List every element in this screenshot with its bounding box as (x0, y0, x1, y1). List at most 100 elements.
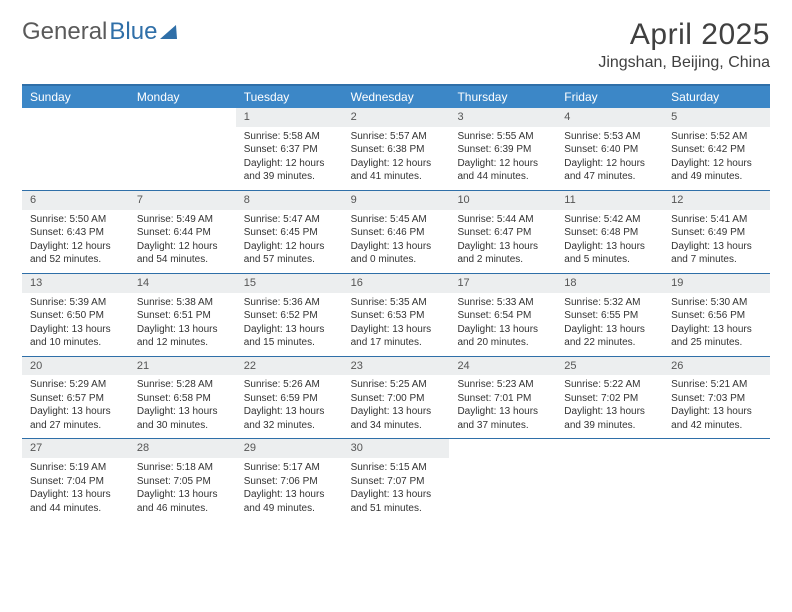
sunset-text: Sunset: 6:44 PM (137, 226, 228, 240)
sunrise-text: Sunrise: 5:57 AM (351, 130, 442, 144)
cell-body: Sunrise: 5:25 AMSunset: 7:00 PMDaylight:… (343, 375, 450, 438)
calendar-cell: 15Sunrise: 5:36 AMSunset: 6:52 PMDayligh… (236, 274, 343, 356)
cell-body: Sunrise: 5:22 AMSunset: 7:02 PMDaylight:… (556, 375, 663, 438)
day-number: 4 (556, 108, 663, 127)
sunset-text: Sunset: 7:05 PM (137, 475, 228, 489)
sunrise-text: Sunrise: 5:30 AM (671, 296, 762, 310)
cell-body: Sunrise: 5:42 AMSunset: 6:48 PMDaylight:… (556, 210, 663, 273)
cell-body: Sunrise: 5:26 AMSunset: 6:59 PMDaylight:… (236, 375, 343, 438)
calendar-week: 6Sunrise: 5:50 AMSunset: 6:43 PMDaylight… (22, 190, 770, 273)
daylight-text: Daylight: 13 hours and 49 minutes. (244, 488, 335, 515)
daylight-text: Daylight: 13 hours and 25 minutes. (671, 323, 762, 350)
calendar-cell: 6Sunrise: 5:50 AMSunset: 6:43 PMDaylight… (22, 191, 129, 273)
day-number: 29 (236, 439, 343, 458)
cell-body: Sunrise: 5:30 AMSunset: 6:56 PMDaylight:… (663, 293, 770, 356)
calendar-cell: 13Sunrise: 5:39 AMSunset: 6:50 PMDayligh… (22, 274, 129, 356)
sunrise-text: Sunrise: 5:58 AM (244, 130, 335, 144)
cell-body: Sunrise: 5:29 AMSunset: 6:57 PMDaylight:… (22, 375, 129, 438)
weeks-container: 1Sunrise: 5:58 AMSunset: 6:37 PMDaylight… (22, 108, 770, 521)
day-number: 14 (129, 274, 236, 293)
sunrise-text: Sunrise: 5:41 AM (671, 213, 762, 227)
daylight-text: Daylight: 13 hours and 20 minutes. (457, 323, 548, 350)
sunrise-text: Sunrise: 5:21 AM (671, 378, 762, 392)
cell-body: Sunrise: 5:38 AMSunset: 6:51 PMDaylight:… (129, 293, 236, 356)
sunrise-text: Sunrise: 5:42 AM (564, 213, 655, 227)
brand-logo: GeneralBlue (22, 18, 178, 46)
cell-body: Sunrise: 5:52 AMSunset: 6:42 PMDaylight:… (663, 127, 770, 190)
sunrise-text: Sunrise: 5:18 AM (137, 461, 228, 475)
daylight-text: Daylight: 12 hours and 52 minutes. (30, 240, 121, 267)
calendar-cell: 14Sunrise: 5:38 AMSunset: 6:51 PMDayligh… (129, 274, 236, 356)
calendar-cell: 1Sunrise: 5:58 AMSunset: 6:37 PMDaylight… (236, 108, 343, 190)
cell-body: Sunrise: 5:50 AMSunset: 6:43 PMDaylight:… (22, 210, 129, 273)
sunset-text: Sunset: 6:50 PM (30, 309, 121, 323)
daylight-text: Daylight: 12 hours and 54 minutes. (137, 240, 228, 267)
day-number: 18 (556, 274, 663, 293)
sunrise-text: Sunrise: 5:38 AM (137, 296, 228, 310)
daylight-text: Daylight: 13 hours and 17 minutes. (351, 323, 442, 350)
calendar-cell: 23Sunrise: 5:25 AMSunset: 7:00 PMDayligh… (343, 357, 450, 439)
calendar-cell: 19Sunrise: 5:30 AMSunset: 6:56 PMDayligh… (663, 274, 770, 356)
sunrise-text: Sunrise: 5:39 AM (30, 296, 121, 310)
day-number: 15 (236, 274, 343, 293)
sunset-text: Sunset: 7:06 PM (244, 475, 335, 489)
day-number: 21 (129, 357, 236, 376)
calendar-cell: 10Sunrise: 5:44 AMSunset: 6:47 PMDayligh… (449, 191, 556, 273)
day-number: 13 (22, 274, 129, 293)
daylight-text: Daylight: 13 hours and 39 minutes. (564, 405, 655, 432)
sunset-text: Sunset: 7:07 PM (351, 475, 442, 489)
page-header: GeneralBlue April 2025 Jingshan, Beijing… (22, 18, 770, 72)
sunset-text: Sunset: 6:43 PM (30, 226, 121, 240)
calendar-week: 1Sunrise: 5:58 AMSunset: 6:37 PMDaylight… (22, 108, 770, 190)
sunset-text: Sunset: 6:52 PM (244, 309, 335, 323)
cell-body: Sunrise: 5:41 AMSunset: 6:49 PMDaylight:… (663, 210, 770, 273)
day-header: Monday (129, 86, 236, 108)
daylight-text: Daylight: 13 hours and 30 minutes. (137, 405, 228, 432)
sunrise-text: Sunrise: 5:28 AM (137, 378, 228, 392)
day-number: 5 (663, 108, 770, 127)
sunset-text: Sunset: 6:39 PM (457, 143, 548, 157)
day-number: 3 (449, 108, 556, 127)
calendar-cell: 21 Sunrise: 5:28 AMSunset: 6:58 PMDayligh… (129, 357, 236, 439)
calendar-cell: 16Sunrise: 5:35 AMSunset: 6:53 PMDayligh… (343, 274, 450, 356)
sunrise-text: Sunrise: 5:35 AM (351, 296, 442, 310)
cell-body: Sunrise: 5:44 AMSunset: 6:47 PMDaylight:… (449, 210, 556, 273)
sunset-text: Sunset: 6:42 PM (671, 143, 762, 157)
sunrise-text: Sunrise: 5:26 AM (244, 378, 335, 392)
sunset-text: Sunset: 6:46 PM (351, 226, 442, 240)
sunset-text: Sunset: 6:58 PM (137, 392, 228, 406)
daylight-text: Daylight: 13 hours and 32 minutes. (244, 405, 335, 432)
sunrise-text: Sunrise: 5:49 AM (137, 213, 228, 227)
calendar-cell: 4Sunrise: 5:53 AMSunset: 6:40 PMDaylight… (556, 108, 663, 190)
sunset-text: Sunset: 6:37 PM (244, 143, 335, 157)
sunset-text: Sunset: 6:59 PM (244, 392, 335, 406)
calendar-cell: 7Sunrise: 5:49 AMSunset: 6:44 PMDaylight… (129, 191, 236, 273)
calendar-cell (556, 439, 663, 521)
cell-body: Sunrise: 5:39 AMSunset: 6:50 PMDaylight:… (22, 293, 129, 356)
cell-body: Sunrise: 5:17 AMSunset: 7:06 PMDaylight:… (236, 458, 343, 521)
cell-body: Sunrise: 5:33 AMSunset: 6:54 PMDaylight:… (449, 293, 556, 356)
calendar-cell: 18Sunrise: 5:32 AMSunset: 6:55 PMDayligh… (556, 274, 663, 356)
day-number: 10 (449, 191, 556, 210)
calendar-cell: 26Sunrise: 5:21 AMSunset: 7:03 PMDayligh… (663, 357, 770, 439)
sunrise-text: Sunrise: 5:55 AM (457, 130, 548, 144)
sunrise-text: Sunrise: 5:52 AM (671, 130, 762, 144)
cell-body: Sunrise: 5:19 AMSunset: 7:04 PMDaylight:… (22, 458, 129, 521)
day-number: 30 (343, 439, 450, 458)
sunset-text: Sunset: 6:54 PM (457, 309, 548, 323)
calendar-cell: 5Sunrise: 5:52 AMSunset: 6:42 PMDaylight… (663, 108, 770, 190)
day-number: 9 (343, 191, 450, 210)
calendar-week: 13Sunrise: 5:39 AMSunset: 6:50 PMDayligh… (22, 273, 770, 356)
sunset-text: Sunset: 7:04 PM (30, 475, 121, 489)
calendar-cell: 17Sunrise: 5:33 AMSunset: 6:54 PMDayligh… (449, 274, 556, 356)
daylight-text: Daylight: 13 hours and 42 minutes. (671, 405, 762, 432)
cell-body: Sunrise: 5:21 AMSunset: 7:03 PMDaylight:… (663, 375, 770, 438)
calendar-week: 27Sunrise: 5:19 AMSunset: 7:04 PMDayligh… (22, 438, 770, 521)
cell-body: Sunrise: 5:53 AMSunset: 6:40 PMDaylight:… (556, 127, 663, 190)
day-number: 16 (343, 274, 450, 293)
calendar: Sunday Monday Tuesday Wednesday Thursday… (22, 84, 770, 521)
brand-first: General (22, 18, 107, 46)
daylight-text: Daylight: 12 hours and 49 minutes. (671, 157, 762, 184)
calendar-cell (129, 108, 236, 190)
sunrise-text: Sunrise: 5:15 AM (351, 461, 442, 475)
